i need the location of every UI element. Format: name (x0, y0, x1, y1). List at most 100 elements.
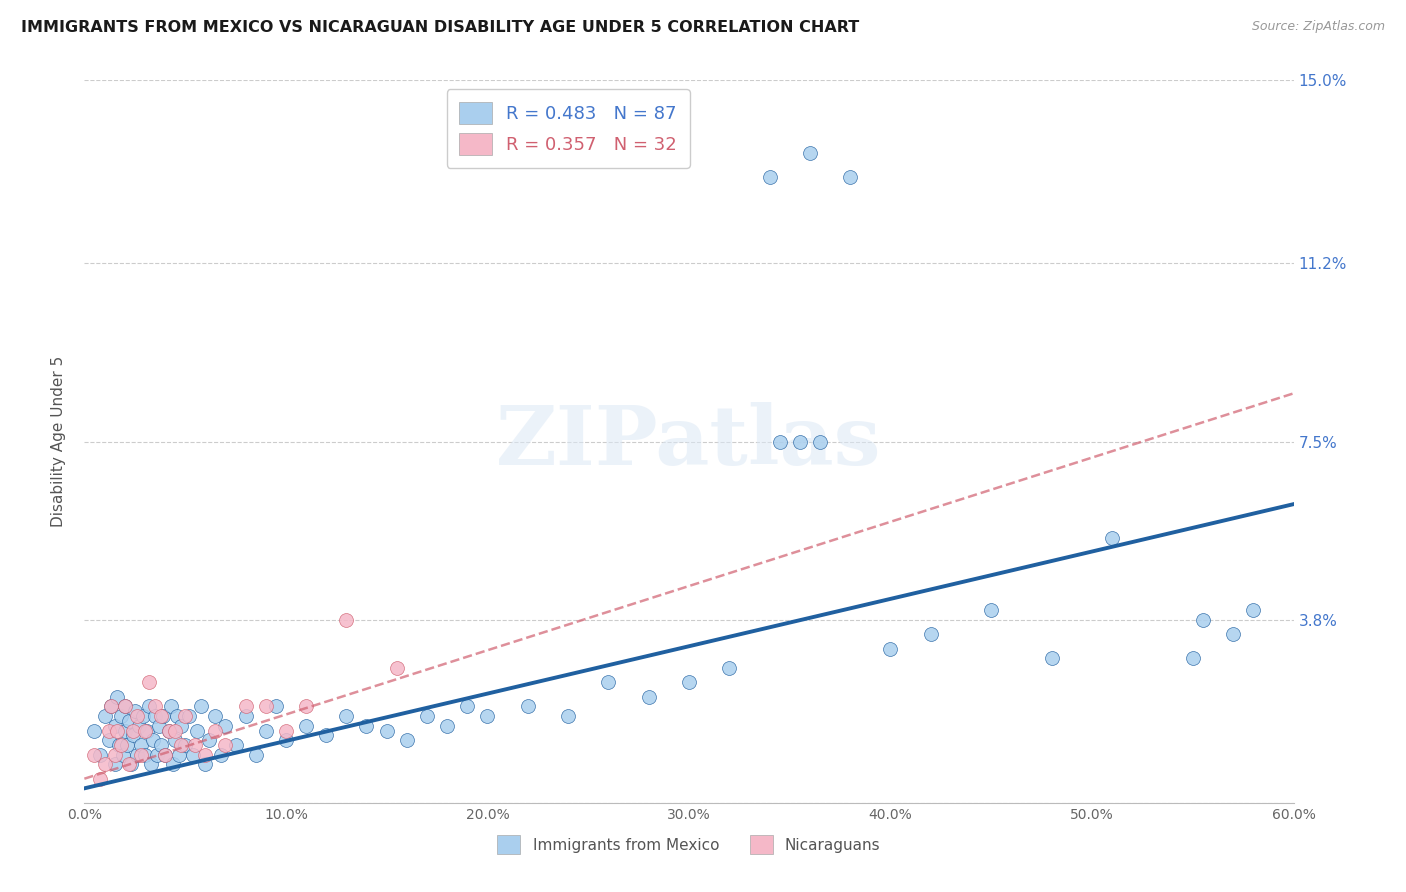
Point (769, 434, 792, 449)
Point (114, 699, 136, 714)
Point (138, 675, 160, 690)
Point (100, 699, 122, 714)
Point (138, 699, 160, 714)
Point (214, 719, 236, 733)
Point (165, 733, 187, 747)
Point (204, 723, 226, 738)
Point (980, 603, 1002, 617)
Point (356, 719, 378, 733)
Point (209, 747, 232, 762)
Point (134, 747, 156, 762)
Point (179, 709, 201, 723)
Point (160, 699, 183, 714)
Point (157, 723, 180, 738)
Point (235, 699, 257, 714)
Text: Source: ZipAtlas.com: Source: ZipAtlas.com (1251, 20, 1385, 33)
Point (789, 434, 811, 449)
Point (139, 757, 162, 772)
Point (110, 738, 132, 752)
Point (1222, 627, 1244, 641)
Point (799, 145, 821, 160)
Point (121, 728, 143, 742)
Point (93, 757, 115, 772)
Point (162, 757, 184, 772)
Point (157, 723, 180, 738)
Point (105, 723, 128, 738)
Point (335, 613, 357, 627)
Point (125, 709, 148, 723)
Point (104, 757, 127, 772)
Point (129, 747, 152, 762)
Point (118, 757, 141, 772)
Point (83, 723, 105, 738)
Point (436, 719, 458, 733)
Text: ZIPatlas: ZIPatlas (496, 401, 882, 482)
Point (132, 709, 155, 723)
Point (758, 169, 780, 184)
Point (165, 723, 187, 738)
Point (235, 709, 257, 723)
Point (143, 709, 166, 723)
Point (89, 747, 111, 762)
Point (264, 699, 287, 714)
Point (245, 747, 267, 762)
Point (204, 709, 226, 723)
Point (107, 738, 129, 752)
Point (186, 723, 208, 738)
Point (194, 747, 217, 762)
Point (181, 747, 204, 762)
Point (477, 709, 499, 723)
Point (274, 723, 297, 738)
Point (143, 699, 166, 714)
Point (153, 747, 176, 762)
Point (516, 699, 538, 714)
Y-axis label: Disability Age Under 5: Disability Age Under 5 (51, 356, 66, 527)
Point (190, 699, 212, 714)
Point (110, 709, 132, 723)
Text: IMMIGRANTS FROM MEXICO VS NICARAGUAN DISABILITY AGE UNDER 5 CORRELATION CHART: IMMIGRANTS FROM MEXICO VS NICARAGUAN DIS… (21, 20, 859, 35)
Point (125, 747, 148, 762)
Point (214, 738, 236, 752)
Point (114, 699, 136, 714)
Point (146, 747, 169, 762)
Point (114, 723, 136, 738)
Point (335, 709, 357, 723)
Point (89, 772, 111, 786)
Point (184, 738, 207, 752)
Point (194, 757, 217, 772)
Point (170, 719, 193, 733)
Point (124, 704, 146, 718)
Point (97, 733, 120, 747)
Point (1181, 651, 1204, 665)
Point (104, 719, 127, 733)
Point (129, 738, 152, 752)
Point (375, 723, 398, 738)
Point (174, 738, 197, 752)
Point (142, 733, 165, 747)
Point (128, 719, 150, 733)
Point (83, 747, 105, 762)
Point (295, 719, 318, 733)
Point (105, 690, 128, 704)
Point (1040, 651, 1063, 665)
Point (225, 738, 247, 752)
Point (198, 733, 221, 747)
Point (678, 675, 700, 690)
Point (104, 747, 127, 762)
Point (118, 714, 141, 728)
Point (167, 747, 190, 762)
Point (166, 709, 188, 723)
Point (170, 738, 193, 752)
Point (149, 738, 172, 752)
Point (254, 699, 277, 714)
Point (153, 747, 176, 762)
Point (839, 169, 862, 184)
Point (148, 719, 170, 733)
Point (93, 709, 115, 723)
Point (1101, 531, 1123, 545)
Point (385, 661, 408, 675)
Point (416, 709, 439, 723)
Point (121, 723, 143, 738)
Point (111, 747, 134, 762)
Point (97, 723, 120, 738)
